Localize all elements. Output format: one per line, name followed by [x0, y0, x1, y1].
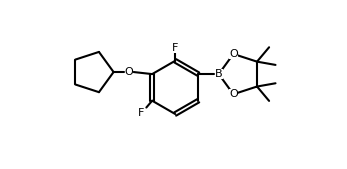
- Text: O: O: [229, 49, 238, 59]
- Text: B: B: [215, 69, 222, 79]
- Text: F: F: [138, 108, 144, 118]
- Text: O: O: [125, 67, 133, 77]
- Text: O: O: [229, 89, 238, 99]
- Text: F: F: [172, 43, 178, 53]
